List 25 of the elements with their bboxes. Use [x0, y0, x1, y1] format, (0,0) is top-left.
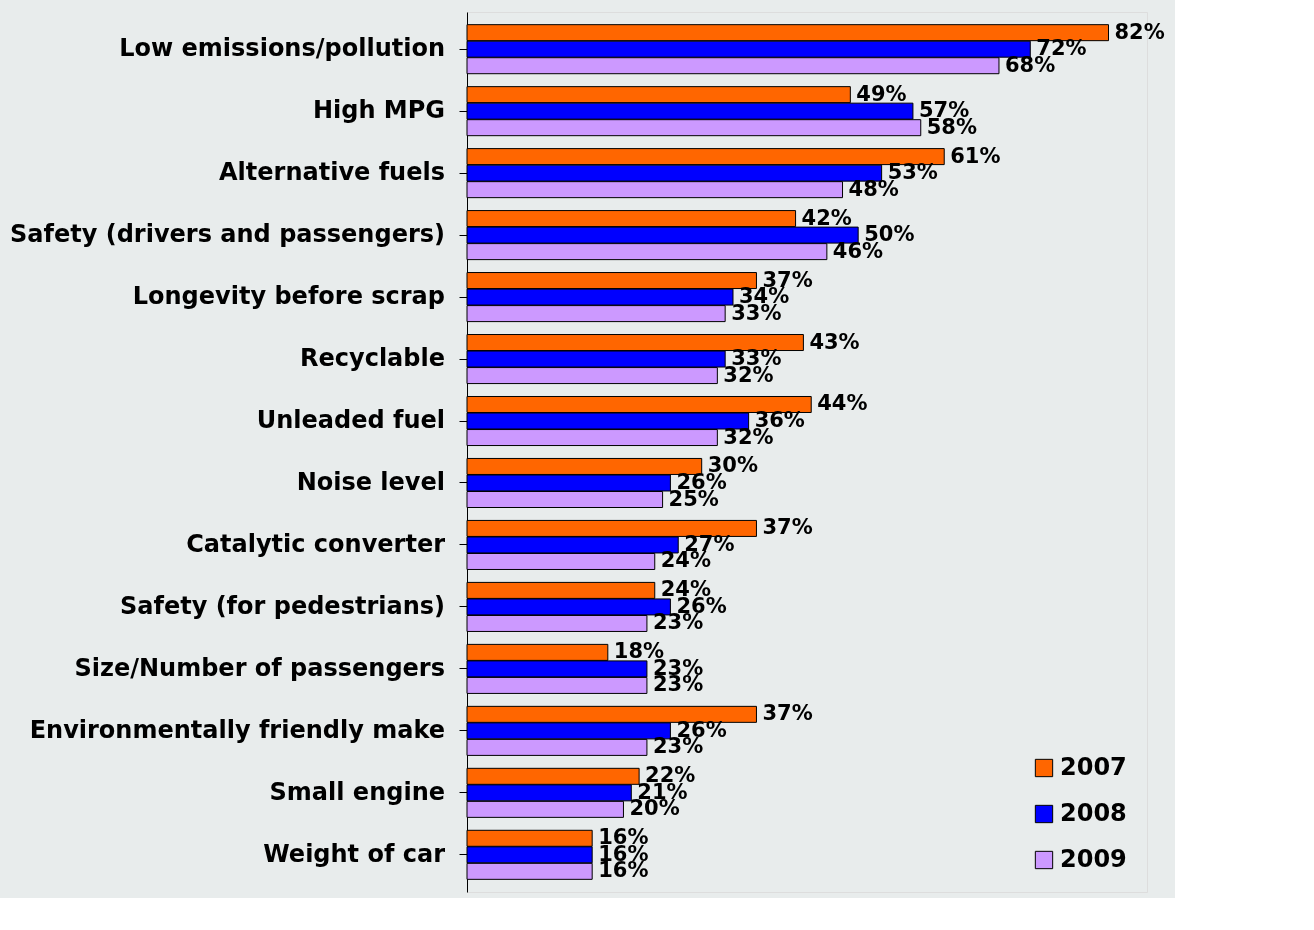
- y-tick-label: High MPG: [312, 96, 445, 125]
- data-label: 44%: [817, 391, 868, 416]
- data-label: 37%: [762, 701, 813, 726]
- data-label: 49%: [856, 81, 907, 106]
- y-tick-label: Catalytic converter: [186, 529, 446, 558]
- data-label: 82%: [1114, 19, 1165, 44]
- y-tick-label: Recyclable: [300, 344, 445, 373]
- data-label: 42%: [801, 205, 852, 230]
- data-label: 61%: [950, 143, 1001, 168]
- legend-label: 2007: [1060, 753, 1127, 781]
- y-tick-label: Unleaded fuel: [256, 406, 445, 435]
- y-tick-label: Size/Number of passengers: [74, 653, 445, 682]
- y-tick-label: Noise level: [296, 467, 445, 496]
- y-tick-label: Longevity before scrap: [132, 282, 445, 311]
- y-tick-label: Alternative fuels: [219, 158, 445, 187]
- data-label: 37%: [762, 515, 813, 540]
- data-label: 43%: [809, 329, 860, 354]
- y-tick-label: Low emissions/pollution: [119, 34, 445, 63]
- legend-label: 2009: [1060, 845, 1127, 873]
- y-tick-label: Safety (for pedestrians): [119, 591, 445, 620]
- legend-label: 2008: [1060, 799, 1127, 827]
- y-tick-label: Safety (drivers and passengers): [10, 220, 445, 249]
- y-tick-label: Small engine: [269, 777, 445, 806]
- y-tick-label: Weight of car: [263, 839, 446, 868]
- y-tick-label: Environmentally friendly make: [29, 715, 445, 744]
